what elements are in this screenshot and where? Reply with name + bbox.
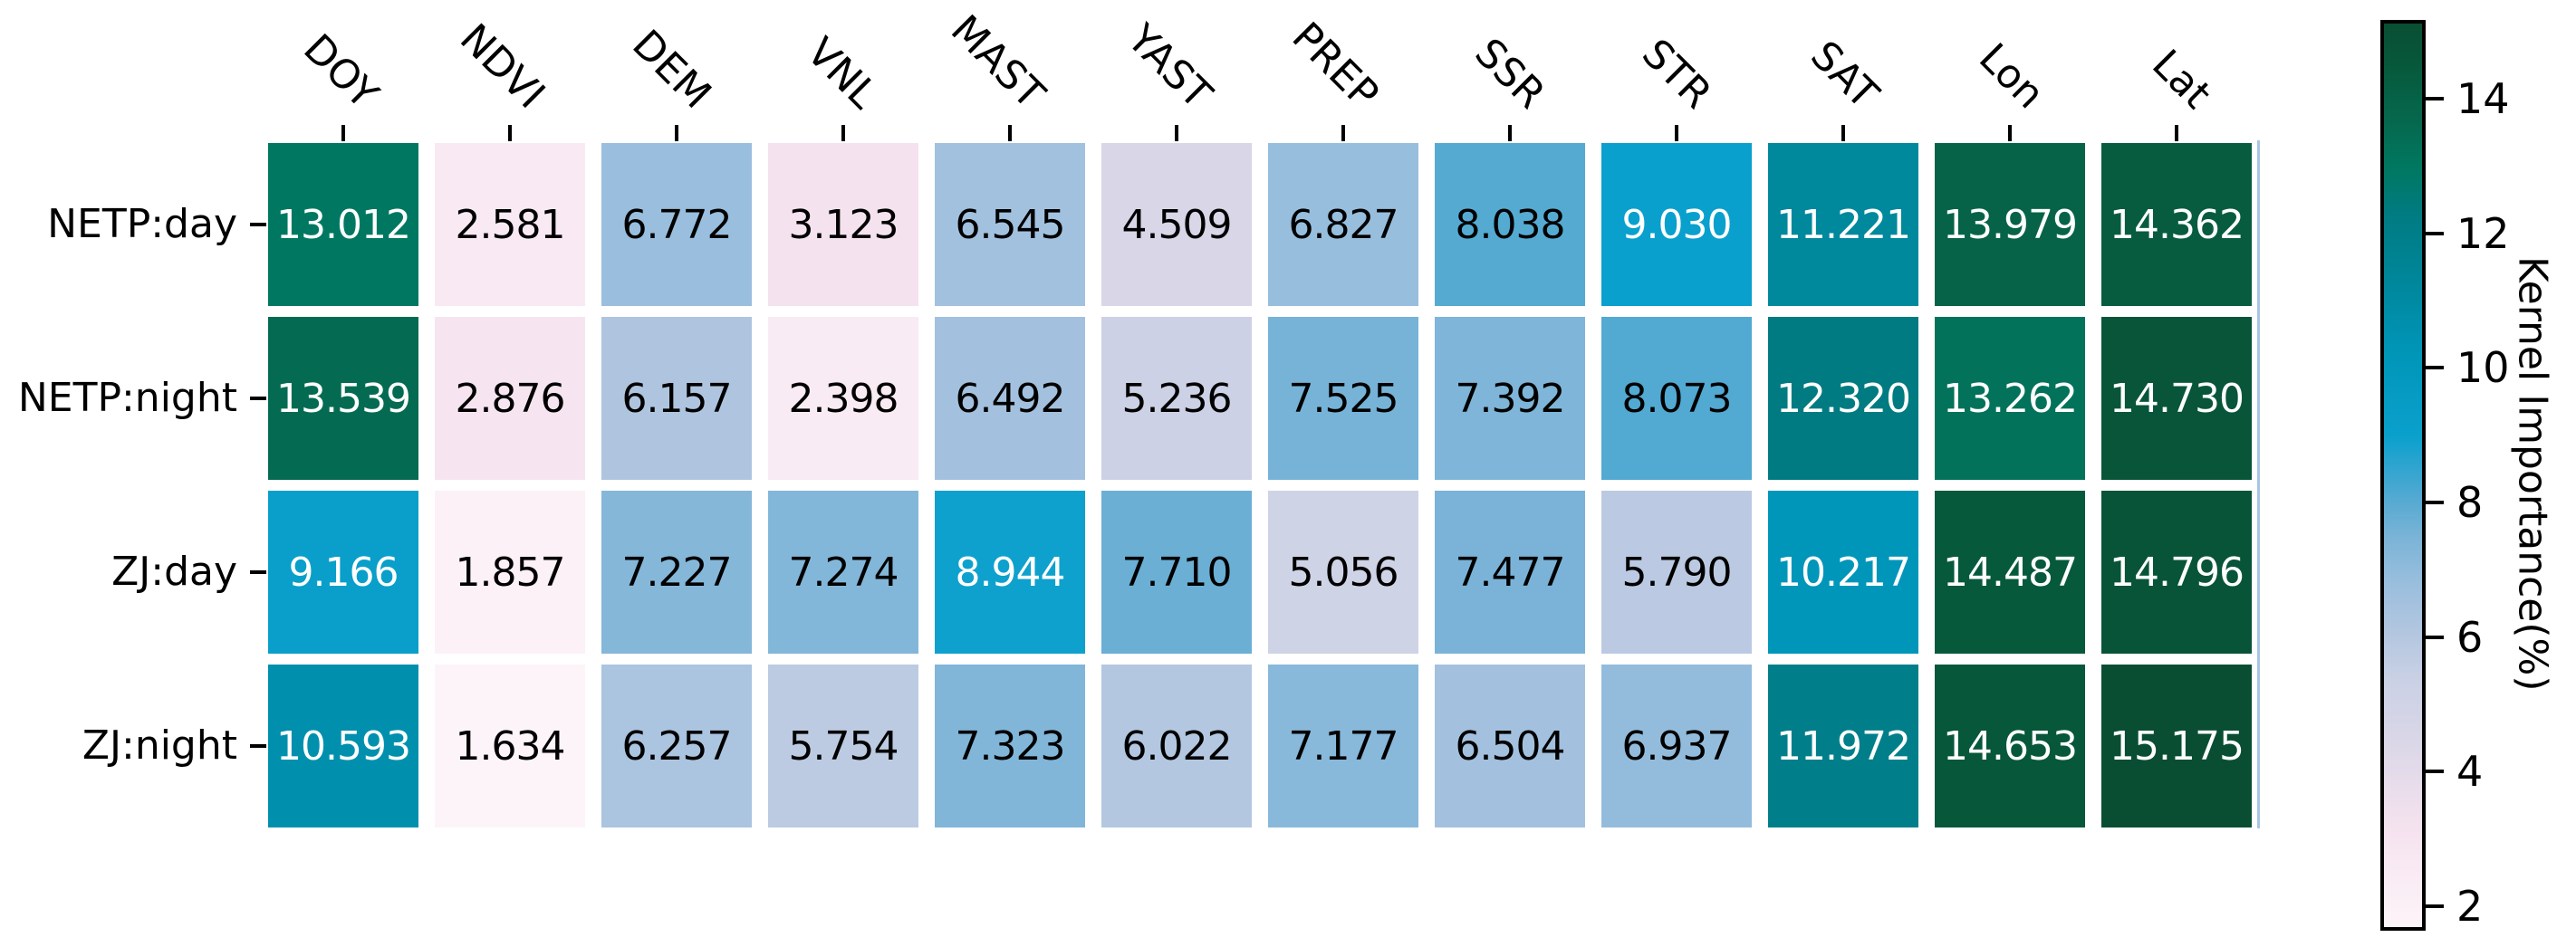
heatmap-cell-ZJ:day-YAST: 7.710	[1101, 491, 1252, 654]
colorbar-tick-label: 8	[2456, 478, 2484, 528]
heatmap-cell-NETP:day-DEM: 6.772	[601, 143, 752, 306]
colorbar-tick-label: 4	[2456, 747, 2484, 797]
colorbar-tick-label: 6	[2456, 612, 2484, 662]
row-label-ZJ:day: ZJ:day	[111, 549, 237, 595]
column-label-Lon: Lon	[1970, 34, 2054, 118]
column-label-Lat: Lat	[2143, 41, 2221, 119]
heatmap-cell-NETP:night-VNL: 2.398	[768, 317, 918, 480]
heatmap-grid: 13.012 2.581 6.772 3.123 6.545 4.509 6.827 8.03…	[268, 143, 2252, 827]
heatmap-cell-NETP:day-SAT: 11.221	[1768, 143, 1918, 306]
row-label-NETP:day: NETP:day	[47, 201, 237, 247]
y-tick	[250, 397, 266, 400]
heatmap-cell-NETP:day-VNL: 3.123	[768, 143, 918, 306]
heatmap-cell-NETP:day-Lon: 13.979	[1935, 143, 2085, 306]
colorbar-tick	[2426, 770, 2444, 774]
heatmap-cell-ZJ:night-Lon: 14.653	[1935, 665, 2085, 827]
heatmap-cell-NETP:day-DOY: 13.012	[268, 143, 418, 306]
heatmap-cell-ZJ:day-STR: 5.790	[1601, 491, 1752, 654]
column-label-NDVI: NDVI	[450, 14, 554, 118]
row-label-ZJ:night: ZJ:night	[82, 722, 237, 769]
heatmap-cell-NETP:night-YAST: 5.236	[1101, 317, 1252, 480]
x-tick	[508, 125, 512, 141]
column-label-PREP: PREP	[1283, 14, 1388, 118]
heatmap-cell-NETP:night-STR: 8.073	[1601, 317, 1752, 480]
x-tick	[1008, 125, 1012, 141]
colorbar-tick	[2426, 635, 2444, 639]
row-label-NETP:night: NETP:night	[17, 375, 237, 421]
heatmap-cell-NETP:day-STR: 9.030	[1601, 143, 1752, 306]
heatmap-cell-ZJ:day-NDVI: 1.857	[435, 491, 585, 654]
colorbar-tick	[2426, 97, 2444, 101]
heatmap-cell-NETP:day-YAST: 4.509	[1101, 143, 1252, 306]
heatmap-cell-NETP:night-Lon: 13.262	[1935, 317, 2085, 480]
x-tick	[1675, 125, 1678, 141]
column-label-VNL: VNL	[798, 29, 888, 119]
heatmap-cell-ZJ:day-DEM: 7.227	[601, 491, 752, 654]
heatmap-cell-NETP:day-NDVI: 2.581	[435, 143, 585, 306]
heatmap-cell-ZJ:night-DOY: 10.593	[268, 665, 418, 827]
heatmap-cell-ZJ:night-PREP: 7.177	[1268, 665, 1418, 827]
x-tick	[1175, 125, 1178, 141]
x-tick	[1341, 125, 1345, 141]
column-label-MAST: MAST	[942, 6, 1054, 118]
colorbar-tick-label: 10	[2456, 343, 2510, 393]
colorbar-tick	[2426, 231, 2444, 235]
heatmap-cell-ZJ:night-VNL: 5.754	[768, 665, 918, 827]
colorbar-tick-label: 14	[2456, 74, 2510, 124]
y-tick	[250, 570, 266, 574]
x-tick	[341, 125, 345, 141]
colorbar	[2380, 20, 2426, 931]
heatmap-cell-NETP:night-SSR: 7.392	[1435, 317, 1585, 480]
heatmap-cell-ZJ:night-MAST: 7.323	[935, 665, 1085, 827]
heatmap-cell-ZJ:day-Lat: 14.796	[2101, 491, 2252, 654]
colorbar-tick	[2426, 501, 2444, 505]
axes-right-spine	[2257, 140, 2260, 828]
column-label-SAT: SAT	[1801, 32, 1888, 118]
heatmap-cell-NETP:night-PREP: 7.525	[1268, 317, 1418, 480]
heatmap-cell-ZJ:day-Lon: 14.487	[1935, 491, 2085, 654]
heatmap-cell-ZJ:night-Lat: 15.175	[2101, 665, 2252, 827]
heatmap-cell-ZJ:day-SAT: 10.217	[1768, 491, 1918, 654]
column-label-STR: STR	[1632, 30, 1721, 118]
heatmap-cell-NETP:night-Lat: 14.730	[2101, 317, 2252, 480]
y-tick	[250, 223, 266, 226]
column-label-DOY: DOY	[294, 25, 388, 119]
heatmap-cell-NETP:night-DEM: 6.157	[601, 317, 752, 480]
heatmap-cell-ZJ:day-DOY: 9.166	[268, 491, 418, 654]
heatmap-cell-ZJ:night-YAST: 6.022	[1101, 665, 1252, 827]
heatmap-cell-NETP:night-MAST: 6.492	[935, 317, 1085, 480]
heatmap-cell-NETP:night-SAT: 12.320	[1768, 317, 1918, 480]
x-tick	[841, 125, 845, 141]
heatmap-cell-ZJ:day-VNL: 7.274	[768, 491, 918, 654]
heatmap-cell-NETP:day-Lat: 14.362	[2101, 143, 2252, 306]
heatmap-cell-ZJ:night-SAT: 11.972	[1768, 665, 1918, 827]
heatmap-cell-ZJ:day-PREP: 5.056	[1268, 491, 1418, 654]
colorbar-tick-label: 12	[2456, 208, 2510, 258]
heatmap-cell-NETP:night-DOY: 13.539	[268, 317, 418, 480]
x-tick	[675, 125, 678, 141]
heatmap-cell-ZJ:night-NDVI: 1.634	[435, 665, 585, 827]
y-tick	[250, 744, 266, 748]
column-label-DEM: DEM	[623, 21, 721, 119]
x-tick	[2008, 125, 2012, 141]
x-tick	[1841, 125, 1845, 141]
heatmap-cell-ZJ:day-SSR: 7.477	[1435, 491, 1585, 654]
colorbar-axis-label: Kernel Importance(%)	[2509, 255, 2556, 692]
heatmap-cell-ZJ:day-MAST: 8.944	[935, 491, 1085, 654]
x-tick	[1508, 125, 1512, 141]
heatmap-cell-NETP:day-MAST: 6.545	[935, 143, 1085, 306]
column-label-YAST: YAST	[1118, 15, 1221, 119]
heatmap-cell-ZJ:night-STR: 6.937	[1601, 665, 1752, 827]
heatmap-cell-ZJ:night-SSR: 6.504	[1435, 665, 1585, 827]
heatmap-cell-ZJ:night-DEM: 6.257	[601, 665, 752, 827]
x-tick	[2175, 125, 2178, 141]
colorbar-tick	[2426, 366, 2444, 370]
colorbar-tick-label: 2	[2456, 881, 2484, 931]
colorbar-tick	[2426, 904, 2444, 908]
heatmap-cell-NETP:day-SSR: 8.038	[1435, 143, 1585, 306]
column-label-SSR: SSR	[1465, 29, 1554, 118]
heatmap-cell-NETP:day-PREP: 6.827	[1268, 143, 1418, 306]
heatmap-cell-NETP:night-NDVI: 2.876	[435, 317, 585, 480]
